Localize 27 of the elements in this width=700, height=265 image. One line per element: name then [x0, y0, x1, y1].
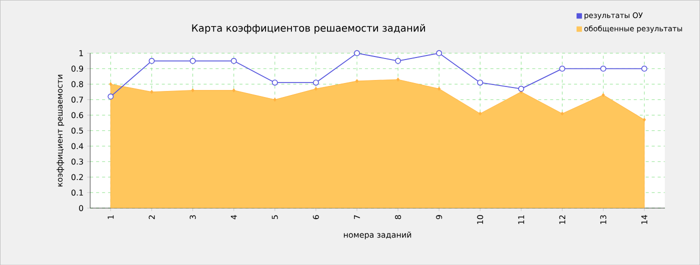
point [109, 82, 112, 86]
point [560, 112, 564, 116]
point [355, 79, 358, 83]
point [602, 92, 605, 97]
point [314, 86, 318, 91]
point [150, 90, 154, 94]
point [518, 86, 524, 92]
point [312, 79, 319, 86]
point [148, 58, 155, 64]
point [354, 50, 360, 56]
point [230, 58, 237, 64]
point [108, 93, 114, 100]
point [436, 50, 442, 56]
point [191, 88, 194, 92]
point [477, 79, 484, 86]
point [478, 112, 482, 116]
point [438, 86, 441, 91]
point [395, 58, 402, 64]
point [642, 118, 646, 122]
point [272, 79, 278, 86]
point [641, 66, 648, 72]
point [190, 58, 196, 64]
point [396, 77, 400, 82]
point [600, 66, 606, 72]
point [559, 66, 566, 72]
point [232, 88, 236, 92]
chart-title: Карта коэффициентов решаемости заданий [192, 24, 425, 34]
